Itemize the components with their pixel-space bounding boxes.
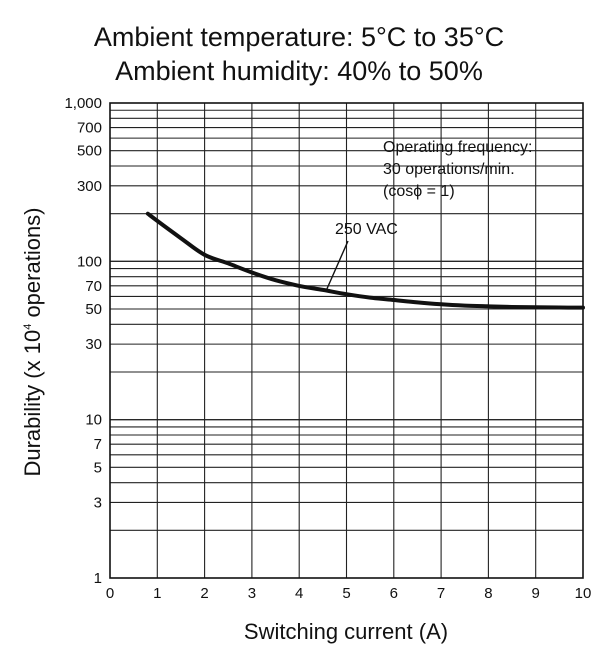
plot-frame [109,102,584,579]
y-tick-label: 100 [77,253,102,270]
x-tick-label: 7 [437,585,445,602]
x-tick-label: 2 [200,585,208,602]
y-tick-label: 300 [77,178,102,195]
y-axis-label-main: Durability (x 10 [20,330,45,477]
y-tick-label: 1,000 [64,95,102,112]
y-tick-label: 700 [77,120,102,137]
y-tick-label: 500 [77,143,102,160]
x-tick-label: 8 [484,585,492,602]
y-tick-label: 10 [85,412,102,429]
series-label-leader [325,240,349,292]
y-tick-label: 7 [94,436,102,453]
x-tick-label: 9 [532,585,540,602]
x-tick-label: 4 [295,585,303,602]
annotation-frequency: Operating frequency: [383,139,532,156]
y-axis-label-tail: operations) [20,207,45,323]
y-tick-label: 50 [85,301,102,318]
x-tick-label: 5 [342,585,350,602]
grid [110,103,583,578]
annotation-rate: 30 operations/min. [383,161,515,178]
series-line-250vac [145,211,585,310]
chart-title-humidity: Ambient humidity: 40% to 50% [115,56,483,86]
x-tick-label: 0 [106,585,114,602]
y-tick-label: 30 [85,336,102,353]
series-label-250vac: 250 VAC [335,221,398,238]
x-tick-label: 10 [575,585,592,602]
axis-ticks: 0 1 2 3 4 5 6 7 8 9 101357103050701003005007001,00… [64,95,591,602]
y-tick-label: 70 [85,278,102,295]
y-axis-label-exponent: 4 [22,324,34,330]
x-tick-label: 1 [153,585,161,602]
x-tick-label: 6 [390,585,398,602]
annotation-power-factor: (cosϕ = 1) [383,183,455,200]
chart-title-temperature: Ambient temperature: 5°C to 35°C [93,22,505,52]
x-tick-label: 3 [248,585,256,602]
y-tick-label: 3 [94,494,102,511]
y-tick-label: 5 [94,459,102,476]
series-layer [145,211,585,310]
y-tick-label: 1 [94,570,102,587]
x-axis-label: Switching current (A) [244,619,448,644]
y-axis-label: Durability (x 104 operations) [20,207,45,476]
